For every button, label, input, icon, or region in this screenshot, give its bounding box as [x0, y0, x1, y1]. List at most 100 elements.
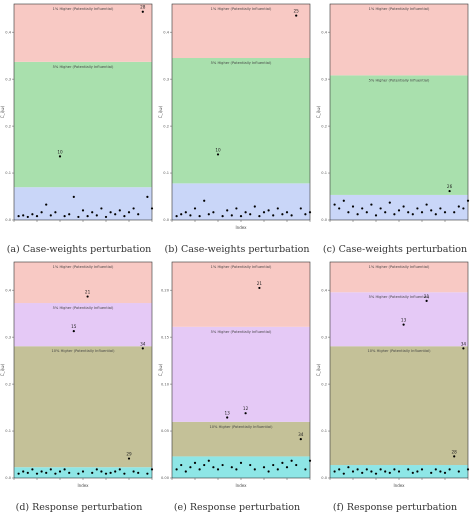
caption-b: (b) Case-weights perturbation: [164, 244, 310, 255]
y-tick-label: 0.0: [5, 476, 11, 480]
y-tick-label: 0.4: [5, 30, 11, 34]
data-point: [63, 215, 66, 218]
data-point: [393, 213, 396, 216]
data-point: [63, 468, 66, 471]
data-point: [216, 468, 220, 471]
data-point: [216, 153, 220, 156]
data-point: [253, 205, 256, 208]
data-point: [207, 213, 210, 216]
y-tick-label: 0.1: [5, 429, 11, 433]
data-point: [146, 195, 149, 198]
y-tick-label: 0.0: [5, 218, 11, 222]
data-point: [439, 470, 442, 473]
data-point: [54, 211, 57, 214]
data-point: [132, 470, 135, 473]
data-point: [342, 472, 345, 475]
band-label: 1% Higher (Potentially Influential): [369, 7, 430, 11]
data-point: [203, 199, 206, 202]
point-label: 21: [85, 290, 91, 295]
data-point: [281, 461, 284, 464]
data-point: [290, 214, 293, 217]
band-label: 5% Higher (Potentially Influential): [369, 295, 430, 299]
y-tick-label: 0.2: [5, 124, 11, 128]
data-point: [420, 211, 424, 214]
data-point: [58, 155, 62, 158]
point-label: 25: [294, 9, 300, 14]
data-point: [45, 471, 48, 474]
chart-e-svg: 10% Higher (Potentially Influential) 5% H…: [158, 261, 312, 488]
y-tick-label: 0.0: [321, 218, 327, 222]
band-1: [14, 61, 152, 188]
data-point: [109, 471, 112, 474]
caption-d: (d) Response perturbation: [15, 502, 143, 513]
data-point: [420, 468, 424, 471]
data-point: [17, 472, 20, 475]
data-point: [193, 207, 197, 210]
y-tick-label: 0.2: [321, 382, 327, 386]
data-point: [416, 470, 419, 473]
point-label: 26: [447, 184, 453, 189]
caption-c: (c) Case-weights perturbation: [322, 244, 468, 255]
y-tick-label: 0.3: [163, 77, 169, 81]
data-point: [267, 209, 270, 212]
band-label: 5% Higher (Potentially Influential): [369, 78, 430, 82]
data-point: [351, 470, 355, 473]
data-point: [425, 299, 428, 302]
data-point: [443, 211, 447, 214]
data-point: [462, 347, 465, 350]
data-point: [100, 470, 103, 473]
data-point: [333, 470, 336, 473]
data-point: [370, 203, 373, 206]
data-point: [384, 470, 387, 473]
data-point: [466, 468, 470, 471]
data-point: [127, 457, 131, 460]
data-point: [235, 207, 238, 210]
band-0: [172, 183, 310, 220]
x-axis-label: Index: [77, 483, 89, 488]
data-point: [453, 455, 456, 458]
data-point: [104, 472, 108, 475]
band-label: 5% Higher (Potentially Influential): [211, 61, 272, 65]
data-point: [457, 205, 460, 208]
data-point: [299, 207, 302, 210]
data-point: [262, 211, 266, 214]
data-point: [272, 214, 275, 217]
band-0: [330, 194, 468, 220]
data-point: [31, 468, 34, 471]
point-label: 29: [126, 452, 132, 457]
data-point: [434, 213, 437, 216]
data-point: [402, 205, 405, 208]
y-tick-label: 0.20: [161, 288, 170, 292]
data-point: [370, 470, 373, 473]
data-point: [189, 466, 192, 469]
band-2: [330, 4, 468, 76]
data-point: [68, 471, 71, 474]
data-point: [221, 463, 224, 467]
data-point: [276, 207, 279, 210]
data-point: [114, 213, 117, 216]
data-point: [132, 207, 135, 210]
data-point: [466, 199, 470, 202]
data-point: [285, 466, 289, 469]
data-point: [393, 468, 396, 471]
data-point: [411, 471, 414, 474]
band-2: [172, 4, 310, 58]
y-tick-label: 0.4: [321, 30, 327, 34]
panel-e: 10% Higher (Potentially Influential) 5% H…: [158, 258, 316, 516]
x-axis-label: Index: [235, 483, 247, 488]
data-point: [118, 468, 121, 471]
band-1: [330, 346, 468, 466]
band-1: [172, 58, 310, 184]
data-point: [95, 468, 98, 471]
data-point: [141, 10, 144, 13]
point-label: 28: [452, 449, 458, 454]
band-label: 1% Higher (Potentially Influential): [53, 265, 114, 269]
data-point: [439, 207, 442, 210]
data-point: [72, 195, 75, 198]
data-point: [221, 215, 224, 218]
data-point: [184, 470, 187, 473]
data-point: [109, 211, 112, 214]
data-point: [123, 215, 126, 218]
data-point: [72, 330, 75, 333]
point-label: 34: [461, 341, 467, 346]
